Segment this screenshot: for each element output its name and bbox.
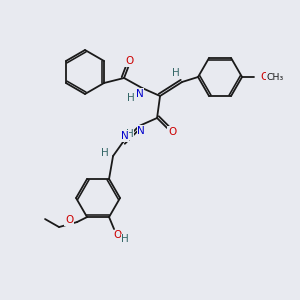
Text: H: H	[172, 68, 180, 78]
Text: O: O	[113, 230, 121, 240]
Text: H: H	[127, 93, 135, 103]
Text: O: O	[125, 56, 133, 66]
Text: N: N	[137, 126, 145, 136]
Text: H: H	[126, 129, 134, 139]
Text: N: N	[136, 89, 144, 99]
Text: CH₃: CH₃	[266, 73, 284, 82]
Text: O: O	[260, 72, 268, 82]
Text: H: H	[121, 234, 129, 244]
Text: N: N	[121, 131, 129, 141]
Text: H: H	[101, 148, 109, 158]
Text: O: O	[65, 215, 73, 225]
Text: O: O	[168, 127, 176, 137]
